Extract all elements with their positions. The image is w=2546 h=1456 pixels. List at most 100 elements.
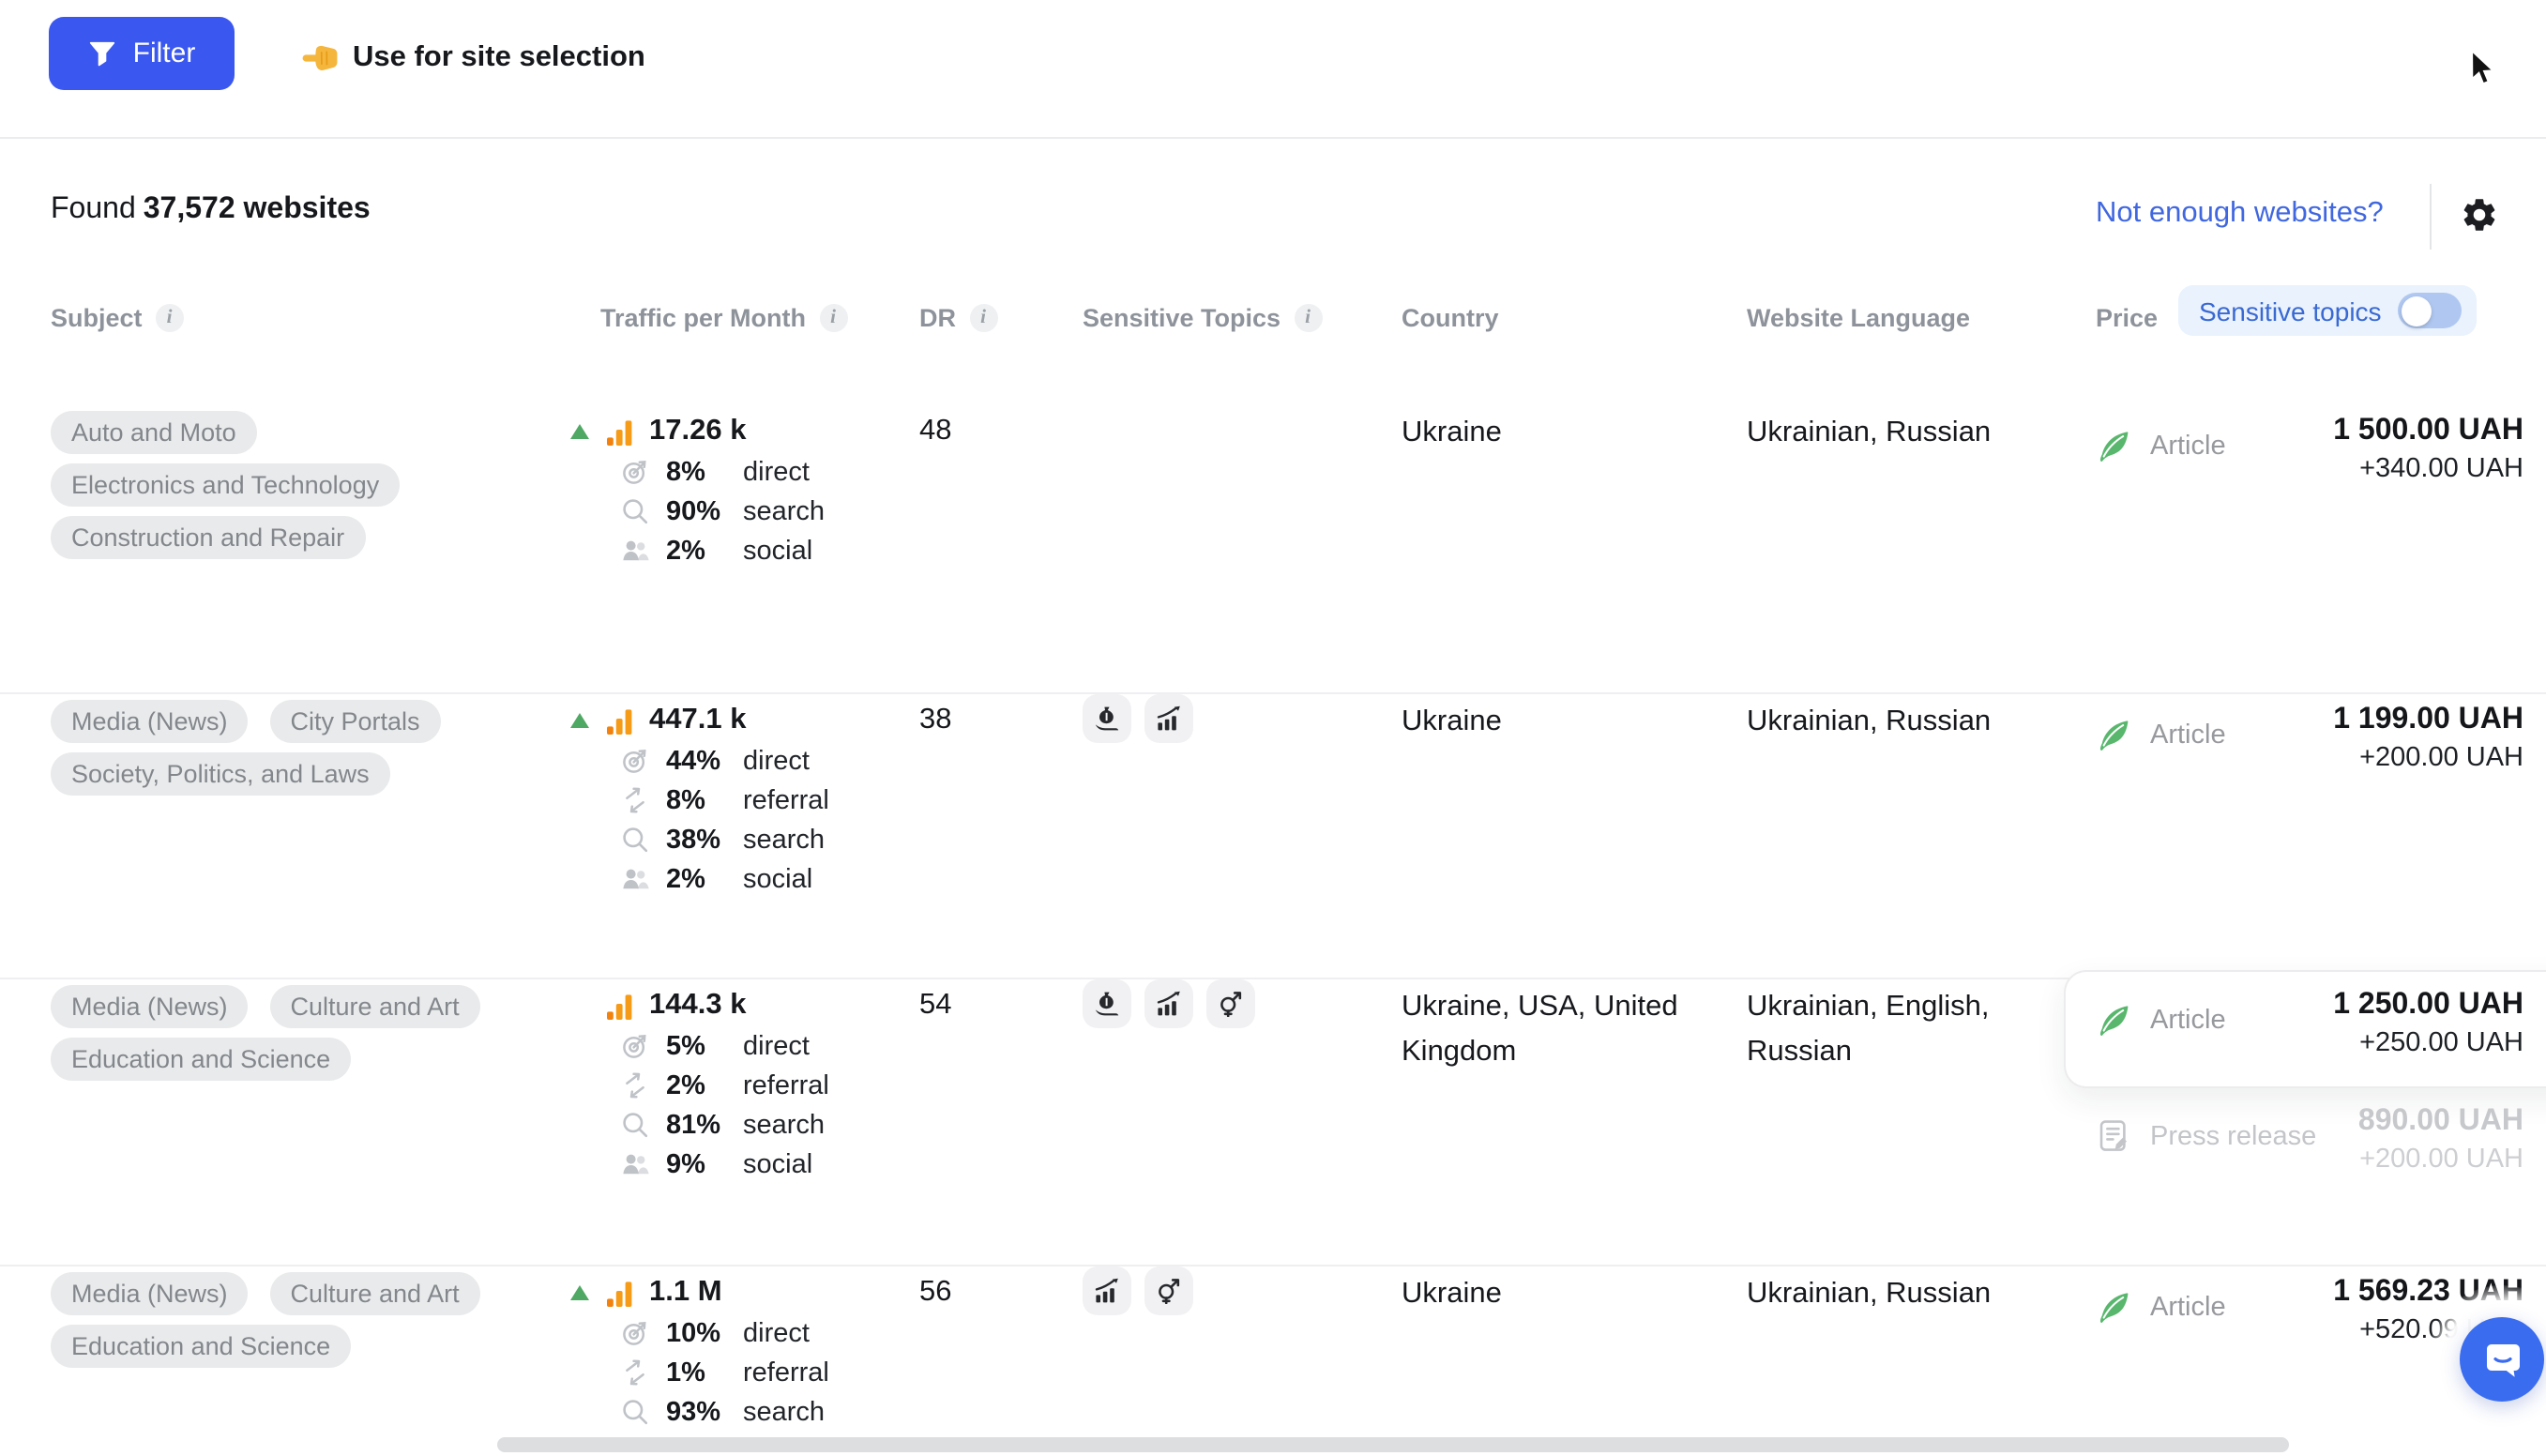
column-header-subject: Subject i [51,304,184,332]
info-icon[interactable]: i [1294,304,1323,332]
magnifier-icon [623,1113,648,1138]
offer-price: 1 250.00 UAH [2333,989,2523,1021]
subject-tags: Media (News) City Portals Society, Polit… [51,700,561,805]
traffic-label: search [743,825,826,855]
traffic-total: 1.1 M [649,1276,722,1308]
offer-price: 1 500.00 UAH [2333,415,2523,447]
language-value: Ukrainian, English, Russian [1747,991,1990,1067]
chat-bubble-icon [2486,1343,2519,1376]
chart-growth-icon[interactable] [1144,694,1193,743]
horizontal-scrollbar[interactable] [497,1437,2289,1452]
traffic-percent: 9% [666,1149,705,1179]
traffic-percent: 93% [666,1397,721,1427]
traffic-label: social [743,864,813,894]
traffic-label: social [743,1149,813,1179]
orange-bar-chart-icon [607,993,632,1019]
table-row: Auto and Moto Electronics and Technology… [0,405,2546,692]
subject-tag: Media (News) [51,1272,249,1315]
traffic-percent: 38% [666,825,721,855]
offer-type-label: Article [2150,1292,2226,1322]
chart-growth-icon[interactable] [1083,1266,1131,1315]
info-icon[interactable]: i [819,304,848,332]
target-icon [623,750,646,773]
money-in-hand-icon[interactable] [1083,694,1131,743]
offer-type-label: Article [2150,431,2226,461]
subject-tags: Auto and Moto Electronics and Technology… [51,411,561,569]
toggle-track[interactable] [2398,293,2463,328]
info-icon[interactable]: i [969,304,997,332]
funnel-icon [89,41,114,67]
language-value: Ukrainian, Russian [1747,1278,1992,1310]
country-value: Ukraine, USA, United Kingdom [1402,991,1678,1067]
offer-extra-price: +200.00 UAH [2359,743,2523,773]
people-icon [623,540,649,561]
traffic-label: search [743,1397,826,1427]
feather-icon [2099,1293,2129,1323]
column-header-traffic: Traffic per Month i [600,304,848,332]
subject-tag: Culture and Art [269,1272,480,1315]
language-value: Ukrainian, Russian [1747,705,1992,737]
column-header-dr: DR i [919,304,997,332]
subject-tag: Construction and Repair [51,516,366,559]
site-selection-hint: Use for site selection [302,41,645,75]
offer-article[interactable]: Article 1 199.00 UAH +200.00 UAH [2064,700,2523,782]
traffic-label: search [743,1110,826,1140]
table-row: Media (News) Culture and Art Education a… [0,1265,2546,1456]
traffic-label: social [743,536,813,566]
offer-press-release[interactable]: Press release 890.00 UAH +200.00 UAH [2064,1101,2523,1184]
country-value: Ukraine [1402,417,1502,448]
gear-icon[interactable] [2460,195,2499,235]
subject-tag: City Portals [269,700,441,743]
money-in-hand-icon[interactable] [1083,979,1131,1028]
offer-article[interactable]: Article 1 500.00 UAH +340.00 UAH [2064,411,2523,493]
subject-tag: Society, Politics, and Laws [51,752,390,796]
traffic-label: direct [743,1318,810,1348]
feather-icon [2099,720,2129,751]
filter-button[interactable]: Filter [49,17,235,90]
offer-hover-card [2064,970,2546,1088]
filter-button-label: Filter [132,38,196,69]
offer-extra-price: +250.00 UAH [2359,1028,2523,1058]
subject-tag: Education and Science [51,1038,352,1081]
traffic-percent: 8% [666,457,705,487]
traffic-percent: 2% [666,1070,705,1100]
gender-icon[interactable] [1206,979,1255,1028]
magnifier-icon [623,1400,648,1425]
not-enough-websites-link[interactable]: Not enough websites? [2096,197,2384,229]
subject-tag: Media (News) [51,700,249,743]
gender-icon[interactable] [1144,1266,1193,1315]
column-header-price: Price [2064,304,2158,332]
arrows-exchange-icon [626,1359,644,1386]
offer-type-label: Article [2150,1005,2226,1035]
target-icon [623,1322,646,1345]
arrows-exchange-icon [626,787,644,813]
offer-article[interactable]: Article 1 250.00 UAH +250.00 UAH [2064,985,2523,1068]
language-value: Ukrainian, Russian [1747,417,1992,448]
dr-value: 48 [919,415,952,447]
traffic-total: 144.3 k [649,989,747,1021]
feather-icon [2099,1006,2129,1036]
chart-growth-icon[interactable] [1144,979,1193,1028]
sensitive-topics-cell [1083,979,1268,1028]
arrows-exchange-icon [626,1072,644,1099]
column-header-sensitive-topics: Sensitive Topics i [1083,304,1323,332]
info-icon[interactable]: i [155,304,184,332]
people-icon [623,1154,649,1175]
traffic-label: direct [743,746,810,776]
magnifier-icon [623,827,648,853]
target-icon [623,461,646,484]
sensitive-topics-toggle[interactable]: Sensitive topics [2178,285,2478,336]
chat-button[interactable] [2460,1317,2544,1402]
traffic-cell: 447.1 k 44% direct 8% referral 38% search 2… [570,700,908,899]
found-prefix: Found [51,193,136,225]
subject-tags: Media (News) Culture and Art Education a… [51,985,561,1090]
traffic-label: direct [743,1031,810,1061]
subject-tag: Auto and Moto [51,411,257,454]
traffic-label: referral [743,1070,829,1100]
table-row: Media (News) City Portals Society, Polit… [0,692,2546,979]
toggle-knob [2401,296,2432,326]
traffic-percent: 5% [666,1031,705,1061]
column-header-sensitive-label: Sensitive Topics [1083,304,1281,332]
offer-type-label: Article [2150,720,2226,750]
